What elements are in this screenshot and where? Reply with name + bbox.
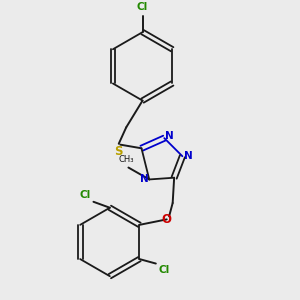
Text: N: N [184, 151, 193, 161]
Text: Cl: Cl [137, 2, 148, 12]
Text: Cl: Cl [80, 190, 91, 200]
Text: Cl: Cl [158, 265, 169, 275]
Text: S: S [115, 145, 123, 158]
Text: CH₃: CH₃ [118, 155, 134, 164]
Text: N: N [165, 131, 174, 141]
Text: N: N [140, 174, 148, 184]
Text: O: O [162, 213, 172, 226]
